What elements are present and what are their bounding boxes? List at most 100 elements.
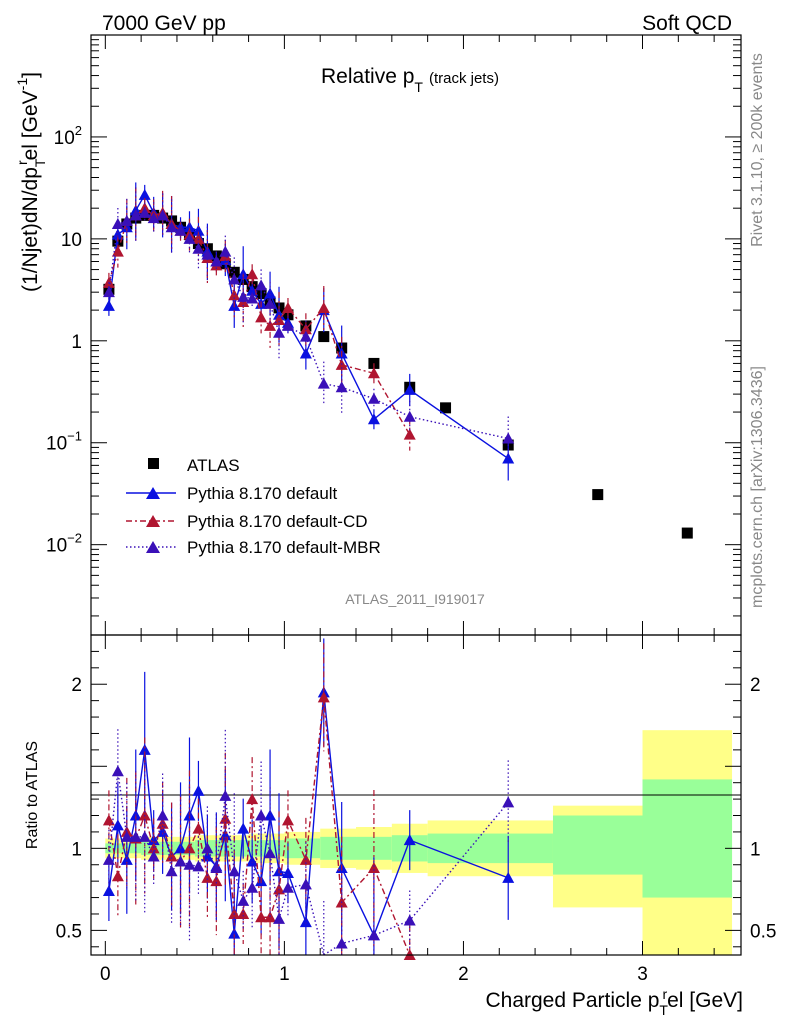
ratio-axis-ticks xyxy=(91,635,741,955)
ratio-y-tick-label: 2 xyxy=(71,675,82,696)
series-marker xyxy=(367,413,380,425)
atlas-data-point xyxy=(318,331,330,343)
main-axis-ticks xyxy=(91,35,741,635)
series-marker xyxy=(156,809,169,821)
series-marker xyxy=(111,228,124,240)
legend-cd-label: Pythia 8.170 default-CD xyxy=(187,512,368,531)
series-marker xyxy=(403,428,416,440)
main-series-2 xyxy=(102,187,416,451)
series-marker xyxy=(111,870,124,882)
series-marker xyxy=(102,814,115,826)
series-marker xyxy=(183,858,196,870)
atlas-data-point xyxy=(440,402,452,414)
ratio-plot-panel: 0.5 0.5 1 1 2 2 0 1 2 3 Ratio to ATLAS Charged P… xyxy=(24,634,776,1018)
energy-label: 7000 GeV pp xyxy=(102,12,226,35)
series-marker xyxy=(403,834,416,846)
analysis-watermark: ATLAS_2011_I919017 xyxy=(345,591,485,607)
ratio-band-stat xyxy=(284,838,321,859)
ratio-plot-frame xyxy=(90,634,742,956)
series-marker xyxy=(201,248,214,260)
series-marker xyxy=(281,301,294,313)
main-y-tick-label: 1 xyxy=(71,332,82,353)
ratio-band-stat xyxy=(427,833,553,864)
series-marker xyxy=(273,326,286,338)
series-marker xyxy=(219,789,232,801)
series-marker xyxy=(111,245,124,257)
ratio-band-stat xyxy=(642,779,733,898)
series-marker xyxy=(147,850,160,862)
series-marker xyxy=(281,319,294,331)
ratio-series xyxy=(102,638,515,960)
series-marker xyxy=(246,881,259,893)
ratio-series-1 xyxy=(102,638,515,955)
series-marker xyxy=(281,881,294,893)
series-marker xyxy=(502,796,515,808)
x-tick-labels: 0 1 2 3 xyxy=(100,964,648,985)
series-marker xyxy=(403,383,416,395)
series-marker xyxy=(237,907,250,919)
series-marker xyxy=(165,850,178,862)
series-line xyxy=(108,771,509,957)
series-marker xyxy=(237,894,250,906)
series-marker xyxy=(255,311,268,323)
series-marker xyxy=(102,885,115,896)
series-marker xyxy=(299,347,312,359)
series-marker xyxy=(299,878,312,890)
series-marker xyxy=(192,784,205,796)
series-marker xyxy=(129,209,142,221)
series-marker xyxy=(367,929,380,941)
series-line xyxy=(108,692,509,938)
series-marker xyxy=(120,214,133,226)
ratio-band-stat xyxy=(552,815,643,875)
main-y-tick-label: 10−1 xyxy=(46,429,82,455)
series-marker xyxy=(335,381,348,393)
series-marker xyxy=(192,232,205,244)
series-marker xyxy=(246,793,259,805)
main-y-axis-label: (1/Njet)dN/dpTrel [GeV-1] xyxy=(14,72,48,292)
series-marker xyxy=(273,883,286,895)
ratio-y-tick-label-right: 0.5 xyxy=(750,921,776,942)
legend: ATLAS Pythia 8.170 default Pythia 8.170 … xyxy=(126,456,381,557)
series-marker xyxy=(156,817,169,829)
legend-atlas-marker xyxy=(148,458,159,469)
series-marker xyxy=(317,377,330,389)
series-marker xyxy=(255,911,268,923)
series-marker xyxy=(228,865,241,877)
ratio-series-3 xyxy=(102,729,515,957)
x-tick-label: 1 xyxy=(279,964,290,985)
series-marker xyxy=(403,914,416,926)
ratio-y-tick-label-right: 1 xyxy=(750,839,761,860)
main-series-3 xyxy=(102,187,515,461)
series-marker xyxy=(129,830,142,842)
legend-cd-marker xyxy=(146,515,160,527)
series-marker xyxy=(183,232,196,244)
series-marker xyxy=(281,814,294,826)
series-marker xyxy=(102,286,115,298)
series-marker xyxy=(138,743,151,755)
series-marker xyxy=(111,217,124,229)
legend-atlas-label: ATLAS xyxy=(187,456,240,475)
main-y-tick-label: 10−2 xyxy=(46,531,82,557)
series-marker xyxy=(246,292,259,304)
series-marker xyxy=(138,830,151,842)
atlas-data-point xyxy=(681,527,693,539)
series-marker xyxy=(228,927,241,939)
series-marker xyxy=(237,822,250,834)
x-tick-label: 0 xyxy=(100,964,111,985)
main-y-tick-label: 10 xyxy=(61,230,82,251)
series-marker xyxy=(502,452,515,464)
series-marker xyxy=(174,855,187,867)
series-marker xyxy=(210,862,223,874)
series-marker xyxy=(120,830,133,842)
ratio-y-tick-label-right: 2 xyxy=(750,675,761,696)
series-marker xyxy=(246,855,259,867)
series-marker xyxy=(367,392,380,404)
series-marker xyxy=(192,242,205,254)
mcplots-label: mcplots.cern.ch [arXiv:1306.3436] xyxy=(749,366,766,608)
series-marker xyxy=(246,284,259,296)
series-marker xyxy=(210,875,223,887)
series-marker xyxy=(403,410,416,422)
category-label: Soft QCD xyxy=(642,12,732,35)
legend-mbr-marker xyxy=(146,541,160,553)
